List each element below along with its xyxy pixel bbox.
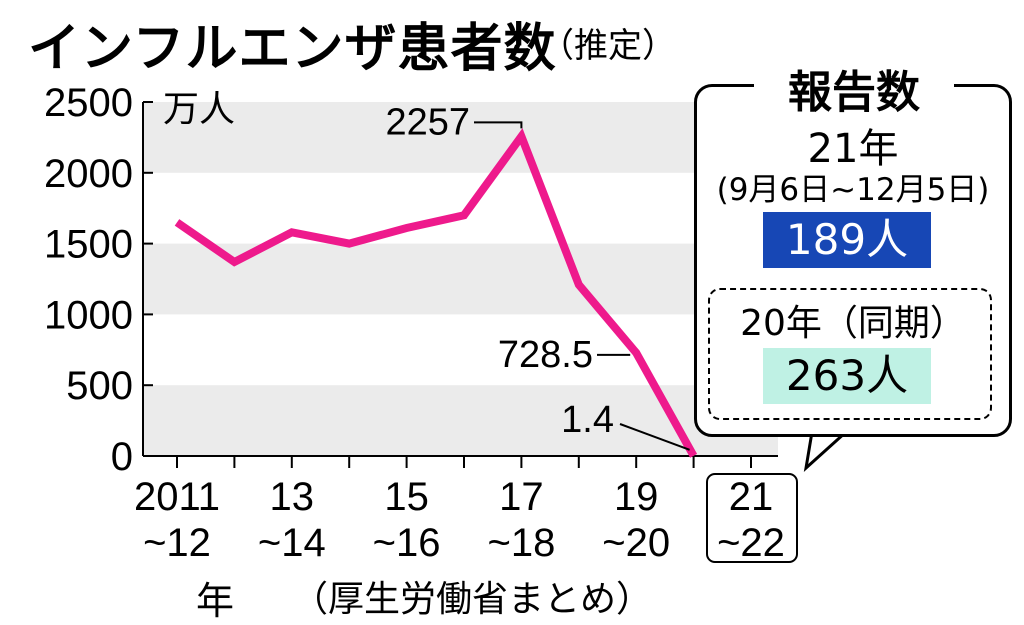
report-title: 報告数 <box>754 56 954 120</box>
x-tick-label-bottom: ~18 <box>487 521 555 565</box>
x-tick-label-top: 17 <box>499 475 544 519</box>
x-tick-label-top: 2011 <box>134 475 220 519</box>
y-tick-label: 2000 <box>44 152 133 196</box>
x-tick-label-bottom: ~14 <box>258 521 326 565</box>
data-label: 728.5 <box>498 334 593 376</box>
source-note: （厚生労働省まとめ） <box>292 570 652 622</box>
y-tick-label: 0 <box>111 435 133 479</box>
x-tick-label-bottom: ~12 <box>143 521 211 565</box>
x-tick-label-bottom: ~16 <box>373 521 441 565</box>
x-tick-label-bottom: ~20 <box>602 521 670 565</box>
y-tick-label: 2500 <box>44 81 133 125</box>
report-2020-label: 20年（同期） <box>694 294 1012 346</box>
x-tick-label-top: 13 <box>270 475 315 519</box>
y-tick-label: 500 <box>66 364 133 408</box>
data-label: 2257 <box>385 101 470 143</box>
y-axis-unit: 万人 <box>163 80 235 132</box>
x-tick-label-top: 21 <box>729 475 774 519</box>
x-tick-label-bottom: ~22 <box>717 521 785 565</box>
data-label: 1.4 <box>561 399 614 441</box>
grid-band <box>143 244 778 315</box>
y-tick-label: 1500 <box>44 223 133 267</box>
report-2020-count: 263人 <box>763 348 931 404</box>
x-axis-year-word: 年 <box>196 570 234 625</box>
y-tick-label: 1000 <box>44 293 133 337</box>
x-tick-label-top: 19 <box>614 475 659 519</box>
report-2021-range: (9月6日~12月5日) <box>694 164 1012 209</box>
x-tick-label-top: 15 <box>384 475 429 519</box>
grid-band <box>143 385 778 456</box>
report-2021-count: 189人 <box>763 212 931 268</box>
report-callout-pointer <box>806 432 846 468</box>
